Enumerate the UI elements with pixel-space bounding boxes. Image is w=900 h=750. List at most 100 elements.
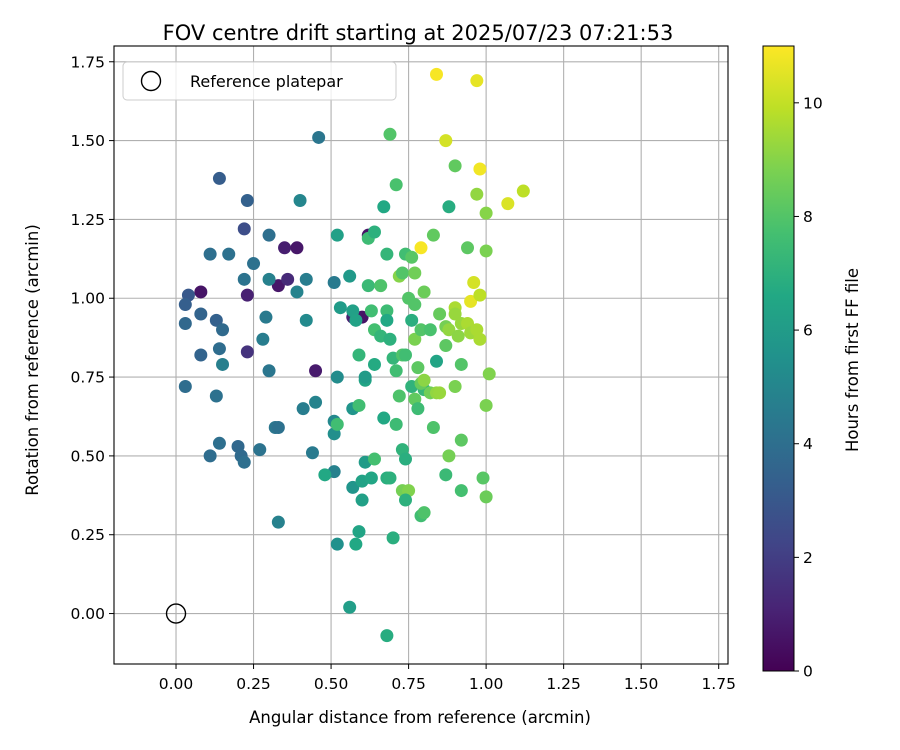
data-point-92 (383, 471, 397, 485)
y-tick-label-1: 0.25 (70, 526, 105, 544)
data-point-0 (194, 285, 208, 299)
data-point-42 (312, 130, 326, 144)
data-point-27 (259, 310, 273, 324)
data-point-74 (358, 370, 372, 384)
data-point-116 (408, 332, 422, 346)
data-point-34 (203, 449, 217, 463)
data-point-44 (299, 313, 313, 327)
colorbar-tick-label-4: 8 (803, 208, 813, 226)
data-point-72 (352, 398, 366, 412)
data-point-90 (377, 411, 391, 425)
y-tick-label-7: 1.75 (70, 53, 105, 71)
data-point-43 (293, 194, 307, 207)
data-point-16 (216, 323, 230, 337)
data-point-88 (380, 304, 394, 318)
data-point-111 (398, 493, 412, 507)
colorbar: 0 2 4 6 8 10 Hours from first FF file (762, 45, 862, 681)
data-point-56 (330, 228, 344, 242)
data-point-17 (194, 348, 208, 362)
data-point-157 (464, 294, 478, 308)
data-point-155 (461, 241, 475, 255)
data-point-121 (408, 266, 422, 280)
data-point-142 (439, 339, 453, 353)
data-point-86 (377, 200, 391, 214)
data-point-84 (367, 357, 381, 371)
y-tick-label-6: 1.50 (70, 132, 105, 150)
colorbar-gradient (762, 45, 795, 672)
data-point-128 (417, 506, 431, 520)
data-point-89 (380, 313, 394, 327)
data-point-148 (448, 307, 462, 321)
data-point-138 (430, 67, 444, 81)
data-point-160 (470, 74, 484, 88)
data-point-161 (470, 187, 484, 201)
data-point-108 (398, 452, 412, 466)
data-point-39 (262, 272, 276, 286)
data-point-28 (256, 332, 270, 346)
data-point-150 (451, 329, 465, 343)
colorbar-tick-label-1: 2 (803, 549, 813, 567)
data-point-8 (237, 222, 251, 236)
x-tick-label-5: 1.25 (546, 675, 581, 693)
data-point-20 (178, 380, 192, 394)
data-point-169 (479, 398, 493, 412)
data-point-24 (247, 257, 261, 271)
legend-box (122, 61, 397, 101)
data-point-170 (479, 490, 493, 504)
data-point-5 (281, 272, 295, 286)
data-point-33 (237, 455, 251, 469)
data-point-68 (349, 537, 363, 551)
data-point-2 (240, 345, 254, 359)
data-point-168 (479, 244, 493, 258)
data-point-7 (309, 364, 323, 378)
y-tick-label-3: 0.75 (70, 369, 105, 387)
x-tick-label-0: 0.00 (159, 675, 194, 693)
data-point-1 (240, 288, 254, 302)
data-point-29 (262, 364, 276, 378)
data-point-41 (299, 272, 313, 286)
data-point-23 (222, 247, 236, 261)
colorbar-tick-label-3: 6 (803, 322, 813, 340)
data-point-87 (380, 247, 394, 261)
data-point-25 (262, 228, 276, 242)
data-point-9 (212, 171, 226, 185)
y-tick-label-4: 1.00 (70, 290, 105, 308)
data-point-95 (389, 178, 403, 192)
data-point-173 (516, 184, 530, 198)
data-point-126 (417, 373, 431, 387)
data-point-159 (467, 275, 481, 289)
data-point-58 (343, 269, 357, 283)
data-point-98 (389, 364, 403, 378)
data-point-96 (383, 332, 397, 346)
data-point-85 (374, 279, 388, 293)
data-point-38 (271, 515, 285, 529)
data-point-113 (405, 250, 419, 264)
data-point-21 (209, 389, 223, 403)
x-tick-label-1: 0.25 (236, 675, 271, 693)
data-point-46 (305, 446, 319, 460)
data-point-57 (333, 301, 347, 315)
colorbar-label: Hours from first FF file (843, 268, 862, 452)
data-point-140 (442, 200, 456, 214)
data-point-102 (395, 266, 409, 280)
data-point-49 (330, 370, 344, 384)
data-point-54 (318, 468, 332, 482)
data-points (178, 67, 530, 643)
data-point-135 (426, 421, 440, 435)
x-tick-label-6: 1.50 (624, 675, 659, 693)
x-tick-label-3: 0.75 (391, 675, 426, 693)
x-tick-label-4: 1.00 (469, 675, 504, 693)
data-point-163 (473, 162, 487, 176)
colorbar-tick-label-0: 0 (803, 663, 813, 681)
data-point-149 (448, 380, 462, 394)
data-point-19 (216, 357, 230, 371)
data-point-136 (430, 354, 444, 368)
data-point-37 (271, 421, 285, 435)
data-point-130 (423, 323, 437, 337)
data-point-114 (405, 313, 419, 327)
data-point-131 (426, 228, 440, 242)
reference-platepar-marker (165, 603, 187, 624)
data-point-172 (501, 197, 515, 211)
data-point-165 (473, 332, 487, 346)
